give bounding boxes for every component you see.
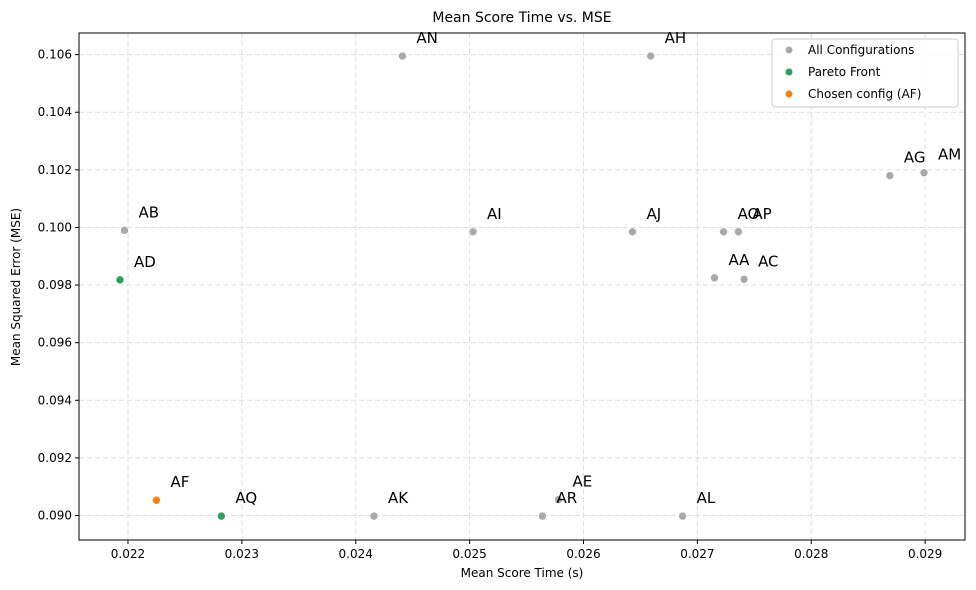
y-tick-label: 0.104 [38,105,72,119]
legend-entry: Pareto Front [808,65,881,79]
y-tick-label: 0.096 [38,336,72,350]
point-label-ab: AB [139,203,160,221]
y-tick-label: 0.094 [38,393,72,407]
data-point-ak [369,511,379,521]
data-point-ai [468,227,478,237]
legend-marker [785,68,793,76]
data-point-an [398,51,407,61]
plot-frame [78,32,966,541]
x-tick-label: 0.023 [225,547,259,561]
y-tick-label: 0.106 [38,48,72,62]
point-label-ao: AO [738,205,760,223]
x-axis-ticks: 0.022 0.023 0.024 0.025 0.026 0.027 0.028 0.029 [111,540,942,561]
y-tick-label: 0.102 [38,163,72,177]
legend: All Configurations Pareto Front Chosen con… [771,38,959,108]
point-label-ar: AR [556,489,577,507]
point-label-ak: AK [388,489,409,507]
x-tick-label: 0.025 [452,547,486,561]
point-label-aa: AA [728,251,750,269]
grid [79,33,965,540]
chart-title: Mean Score Time vs. MSE [432,10,611,26]
data-point-ap [734,227,743,237]
data-point-ad [115,275,125,285]
y-axis-ticks: 0.090 0.092 0.094 0.096 0.098 0.100 0.102 0.104… [38,48,79,523]
point-label-ac: AC [758,252,778,270]
data-point-aa [710,273,719,283]
point-label-al: AL [697,489,716,507]
point-label-ae: AE [572,473,592,491]
data-point-aj [628,227,637,237]
y-tick-label: 0.092 [38,451,72,465]
point-label-an: AN [416,29,437,47]
data-point-ac [739,274,749,284]
data-point-ab [120,226,129,235]
point-label-af: AF [170,473,189,491]
x-tick-label: 0.024 [339,547,373,561]
legend-box [771,38,959,108]
data-point-ao [719,227,728,237]
data-point-al [678,511,687,521]
y-tick-label: 0.098 [38,278,72,292]
y-tick-label: 0.090 [38,509,72,523]
y-tick-label: 0.100 [38,220,72,234]
data-point-ar [538,511,547,521]
legend-entry: Chosen config (AF) [808,87,921,101]
data-point-am [919,168,929,178]
x-tick-label: 0.027 [680,547,714,561]
data-point-ag [885,171,895,180]
point-label-ap: AP [752,205,771,223]
legend-marker [785,90,793,98]
data-point-ae [554,495,563,504]
point-label-aj: AJ [646,205,661,223]
data-point-af [152,495,161,505]
point-label-ai: AI [487,205,502,223]
data-point-ah [646,51,655,61]
x-axis-title: Mean Score Time (s) [461,566,584,580]
point-label-ag: AG [904,149,926,167]
point-label-ad: AD [134,253,156,271]
x-tick-label: 0.026 [566,547,600,561]
legend-entry: All Configurations [808,43,914,57]
x-tick-label: 0.028 [794,547,828,561]
legend-marker [785,46,793,54]
x-tick-label: 0.029 [908,547,942,561]
y-axis-title: Mean Squared Error (MSE) [9,208,23,366]
data-point-aq [217,511,226,521]
point-label-ah: AH [665,29,687,47]
point-label-aq: AQ [235,489,257,507]
data-points [115,51,929,521]
point-label-am: AM [938,146,961,164]
x-tick-label: 0.022 [111,547,145,561]
